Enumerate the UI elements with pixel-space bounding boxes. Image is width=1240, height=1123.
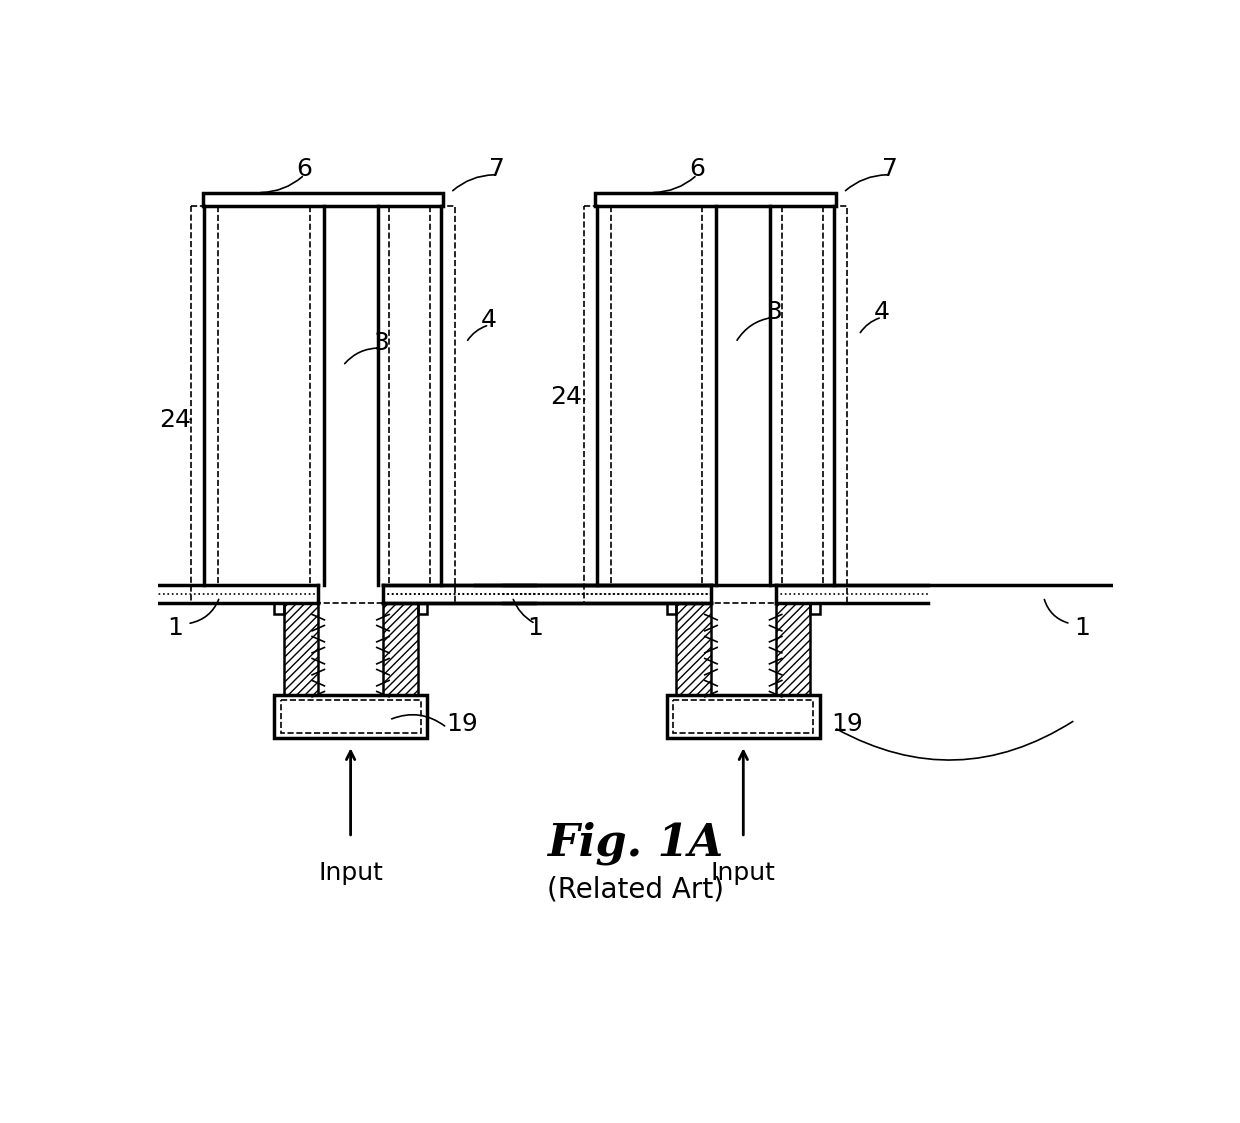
Polygon shape (383, 603, 418, 695)
Text: 6: 6 (296, 157, 312, 182)
Polygon shape (284, 603, 319, 695)
Text: 4: 4 (481, 308, 497, 331)
Polygon shape (667, 695, 820, 738)
Text: 6: 6 (689, 157, 706, 182)
Text: 19: 19 (446, 712, 479, 736)
Polygon shape (274, 695, 427, 738)
Text: Input: Input (319, 861, 383, 885)
Text: 3: 3 (766, 300, 782, 323)
Text: 24: 24 (159, 408, 191, 431)
Text: 19: 19 (831, 712, 863, 736)
Text: 1: 1 (527, 615, 543, 640)
Text: 3: 3 (373, 330, 389, 355)
Polygon shape (776, 603, 810, 695)
Text: Fig. 1A: Fig. 1A (547, 821, 724, 865)
Text: 1: 1 (167, 615, 184, 640)
Text: 1: 1 (1074, 615, 1090, 640)
Text: 4: 4 (874, 300, 890, 323)
Text: (Related Art): (Related Art) (547, 875, 724, 903)
Polygon shape (676, 603, 711, 695)
Text: 7: 7 (882, 157, 898, 182)
Text: 24: 24 (551, 384, 583, 409)
Text: Input: Input (711, 861, 776, 885)
Text: 7: 7 (489, 157, 505, 182)
